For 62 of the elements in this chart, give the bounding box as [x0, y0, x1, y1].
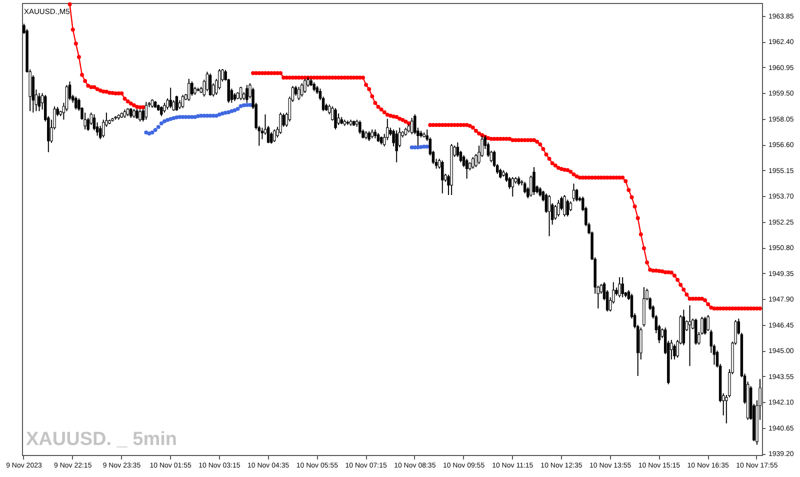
candlestick: [337, 112, 340, 126]
candlestick: [136, 108, 138, 120]
candlestick: [621, 276, 624, 298]
candlestick: [239, 86, 242, 101]
candlestick: [673, 344, 676, 360]
point: [172, 116, 176, 120]
annotation: XAUUSD. _ 5min: [26, 429, 177, 450]
candlestick: [704, 316, 706, 336]
candlestick: [208, 73, 212, 96]
point: [159, 121, 164, 126]
candlestick: [188, 78, 190, 102]
candlestick: [395, 130, 398, 163]
candlestick: [557, 199, 560, 217]
candlestick: [511, 176, 514, 198]
candlestick: [618, 276, 621, 298]
point: [147, 132, 152, 136]
point: [153, 128, 158, 132]
point: [162, 119, 166, 124]
candlestick: [368, 130, 370, 142]
candlestick: [84, 112, 86, 130]
point: [174, 115, 179, 120]
candlestick: [563, 194, 566, 217]
point: [230, 109, 234, 114]
candlestick: [300, 82, 304, 98]
candlestick: [279, 112, 282, 134]
candlestick: [334, 108, 337, 130]
candlestick: [554, 204, 557, 220]
candlestick: [190, 81, 194, 96]
candlestick: [465, 158, 468, 180]
candlestick: [144, 101, 148, 120]
candlestick: [297, 86, 300, 101]
point: [236, 106, 240, 111]
candlestick: [270, 132, 273, 144]
candlestick: [472, 156, 474, 170]
candlestick: [706, 314, 710, 332]
candlestick: [163, 102, 166, 114]
candlestick: [566, 199, 569, 217]
candlestick: [538, 186, 542, 198]
point: [178, 115, 182, 120]
candlestick: [532, 166, 536, 196]
candlestick: [358, 120, 362, 134]
point: [156, 124, 160, 129]
point: [232, 108, 237, 112]
point: [202, 114, 206, 118]
candlestick: [441, 160, 444, 194]
candlestick: [548, 194, 551, 237]
point: [150, 130, 154, 134]
candlestick: [273, 128, 276, 142]
candlestick: [160, 106, 163, 117]
candlestick: [74, 96, 78, 110]
candlestick: [169, 87, 172, 109]
candlestick: [499, 168, 502, 179]
candlestick: [569, 200, 572, 212]
point: [425, 144, 430, 149]
candlestick: [410, 117, 414, 135]
point: [214, 114, 218, 118]
candlestick: [138, 109, 142, 122]
candlestick: [694, 318, 698, 346]
candlestick: [640, 326, 642, 360]
candlestick: [130, 108, 132, 118]
point: [144, 130, 148, 134]
candlestick: [294, 85, 298, 96]
